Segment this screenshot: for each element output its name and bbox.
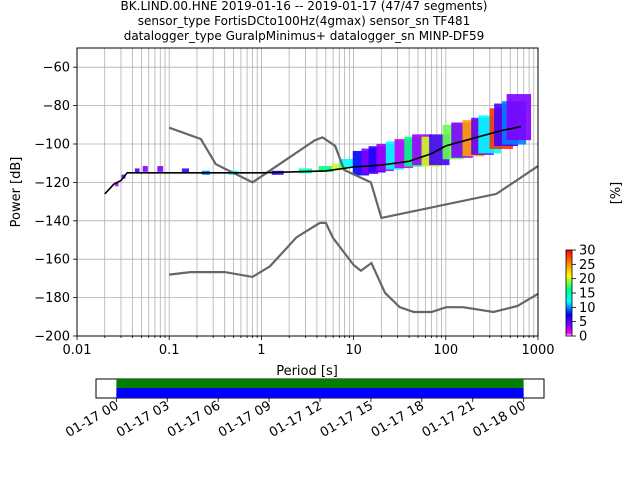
title-line-3: datalogger_type GuralpMinimus+ datalogge… [124,29,485,43]
density-cell [157,166,164,172]
y-tick-label: −180 [34,291,70,306]
colorbar-tick-label: 20 [579,272,596,287]
time-tick-label: 01-17 09 [216,398,274,440]
y-tick-label: −60 [43,61,70,76]
time-tick-label: 01-17 00 [63,398,121,440]
time-tick-label: 01-17 06 [165,398,223,440]
colorbar-gradient [565,249,573,337]
plot-background [77,48,538,336]
time-tick-label: 01-17 21 [420,398,478,440]
density-cell [142,166,148,172]
y-axis-label: Power [dB] [9,157,24,228]
plot-frame [76,47,539,337]
density-cell [114,182,119,187]
gridlines [76,48,538,337]
density-cell [181,168,190,174]
colorbar-label: [%] [609,182,624,205]
data-coverage-bar [116,388,524,398]
y-tick-label: −80 [43,99,70,114]
x-tick-label: 0.1 [159,343,180,358]
x-tick-label: 1 [257,343,265,358]
low-noise-model-line [169,221,539,314]
y-tick-label: −120 [34,176,70,191]
chart-title: BK.LIND.00.HNE 2019-01-16 -- 2019-01-17 … [121,0,488,43]
x-axis-label: Period [s] [276,364,338,379]
x-tick-label: 1000 [521,343,554,358]
time-tick-label: 01-17 12 [267,398,325,440]
time-tick-label: 01-17 15 [318,398,376,440]
colorbar-tick-label: 5 [579,315,587,330]
title-line-1: BK.LIND.00.HNE 2019-01-16 -- 2019-01-17 … [121,0,488,13]
colorbar-tick-label: 25 [579,258,596,273]
x-tick-label: 100 [433,343,458,358]
time-tick-label: 01-18 00 [471,398,529,440]
availability-bar [95,378,545,399]
y-tick-label: −140 [34,214,70,229]
data-segments-bar [116,379,524,388]
y-tick-label: −160 [34,253,70,268]
colorbar-tick-label: 15 [579,287,596,302]
colorbar-tick-label: 30 [579,244,596,259]
y-axis-ticks: −60 −80 −100 −120 −140 −160 −180 −200 [34,61,77,345]
density-cell [134,168,140,174]
x-tick-label: 0.01 [63,343,92,358]
time-tick-label: 01-17 03 [114,398,172,440]
colorbar-tick-label: 10 [579,301,596,316]
colorbar-tick-label: 0 [579,330,587,345]
density-cell [506,94,532,141]
time-tick-label: 01-17 18 [369,398,427,440]
curves [104,125,539,314]
y-tick-label: −200 [34,330,70,345]
density-cell [318,166,334,172]
mean-psd-line [104,125,521,195]
plot-area [77,48,538,336]
colorbar [565,249,573,337]
x-tick-label: 10 [345,343,362,358]
y-tick-label: −100 [34,138,70,153]
high-noise-model-line [168,126,539,220]
x-axis-ticks: 0.01 0.1 1 10 100 1000 [63,336,555,358]
title-line-2: sensor_type FortisDCto100Hz(4gmax) senso… [138,14,470,28]
density-cell [339,158,355,168]
